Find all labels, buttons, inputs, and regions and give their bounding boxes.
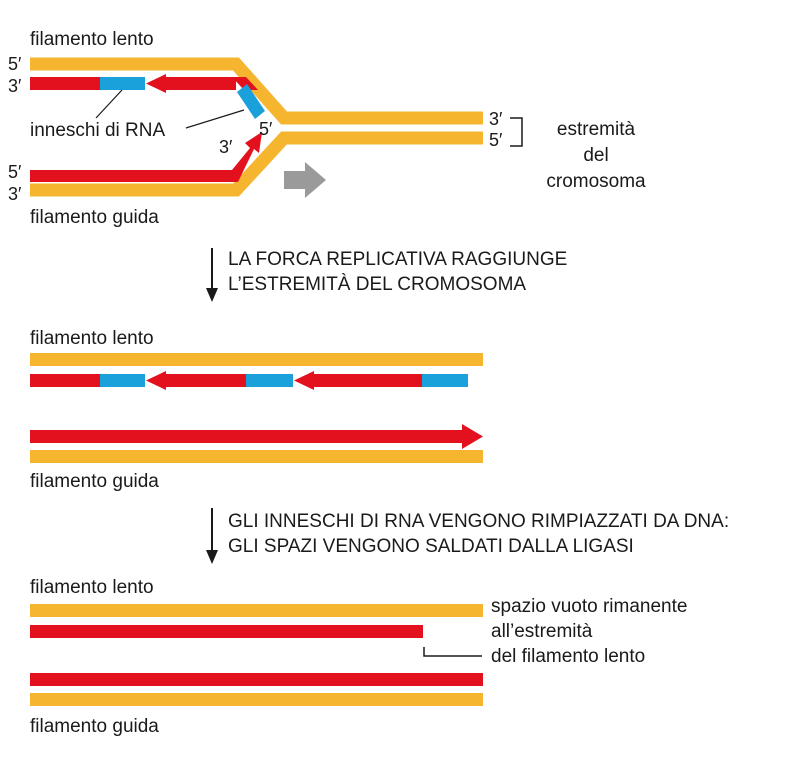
label-3prime-fork: 3′ xyxy=(219,137,233,157)
lagging-strand-label: filamento lento xyxy=(30,29,154,50)
leading-template-strand xyxy=(30,131,483,197)
label-5prime-fork: 5′ xyxy=(259,119,273,139)
rna-primer-c xyxy=(422,374,468,387)
leading-new-strand-2 xyxy=(30,424,483,449)
lagging-okazaki-fragment xyxy=(30,77,100,90)
lagging-strand-label-3: filamento lento xyxy=(30,577,154,598)
okazaki-fragment-1 xyxy=(30,374,100,387)
rna-primer-1 xyxy=(100,77,145,90)
leading-template-strand-2 xyxy=(30,450,483,463)
step-2-line2: GLI SPAZI VENGONO SALDATI DALLA LIGASI xyxy=(228,536,634,557)
step-1-line2: L’ESTREMITÀ DEL CROMOSOMA xyxy=(228,274,526,295)
leading-new-strand xyxy=(30,132,262,182)
lagging-new-strand-3 xyxy=(30,625,423,638)
end-bracket xyxy=(510,117,523,147)
end-label-line1: estremità xyxy=(557,119,636,140)
rna-primer-b xyxy=(246,374,293,387)
leading-strand-label-3: filamento guida xyxy=(30,716,159,737)
lagging-template-strand xyxy=(30,57,483,125)
gap-label-line1: spazio vuoto rimanente xyxy=(491,596,687,617)
label-5prime-bottom: 5′ xyxy=(8,162,22,182)
label-5prime-right: 5′ xyxy=(489,130,503,150)
rna-primer-a xyxy=(100,374,145,387)
rna-primer-fork xyxy=(237,84,265,119)
primer-leader-1 xyxy=(95,89,123,119)
label-3prime-bottom: 3′ xyxy=(8,184,22,204)
okazaki-fragment-3 xyxy=(294,371,422,390)
step-2: GLI INNESCHI DI RNA VENGONO RIMPIAZZATI … xyxy=(206,508,729,564)
gap-label-line3: del filamento lento xyxy=(491,646,645,667)
primer-leader-2 xyxy=(185,109,245,129)
step-1: LA FORCA REPLICATIVA RAGGIUNGE L’ESTREMI… xyxy=(206,248,567,302)
leading-strand-label-2: filamento guida xyxy=(30,471,159,492)
end-label-line2: del xyxy=(583,145,608,166)
panel-fork-at-end: filamento lento filamento guida xyxy=(30,328,483,492)
gap-bracket xyxy=(423,647,482,657)
panel-fork: filamento lento 5′ 3′ 5′ 3′ 5′ 3′ 3′ 5′ … xyxy=(8,29,646,228)
gap-label-line2: all’estremità xyxy=(491,621,593,642)
lagging-template-strand-3 xyxy=(30,604,483,617)
step-1-line1: LA FORCA REPLICATIVA RAGGIUNGE xyxy=(228,249,567,270)
leading-strand-label: filamento guida xyxy=(30,207,159,228)
rna-primers-label: inneschi di RNA xyxy=(30,120,165,141)
fork-direction-arrow xyxy=(284,162,326,198)
label-5prime-top: 5′ xyxy=(8,54,22,74)
lagging-fragment-arrow xyxy=(146,74,236,93)
okazaki-fragment-2 xyxy=(146,371,246,390)
leading-new-strand-3 xyxy=(30,673,483,686)
label-3prime-right: 3′ xyxy=(489,109,503,129)
lagging-template-strand-2 xyxy=(30,353,483,366)
step-2-line1: GLI INNESCHI DI RNA VENGONO RIMPIAZZATI … xyxy=(228,511,729,532)
panel-after-ligation: filamento lento spazio vuoto rimanente a… xyxy=(30,577,687,737)
step-1-arrow-head xyxy=(206,288,218,302)
lagging-strand-label-2: filamento lento xyxy=(30,328,154,349)
label-3prime-top: 3′ xyxy=(8,76,22,96)
step-2-arrow-head xyxy=(206,550,218,564)
lagging-diagonal-fragment xyxy=(232,77,258,90)
end-label-line3: cromosoma xyxy=(546,171,646,192)
leading-template-strand-3 xyxy=(30,693,483,706)
